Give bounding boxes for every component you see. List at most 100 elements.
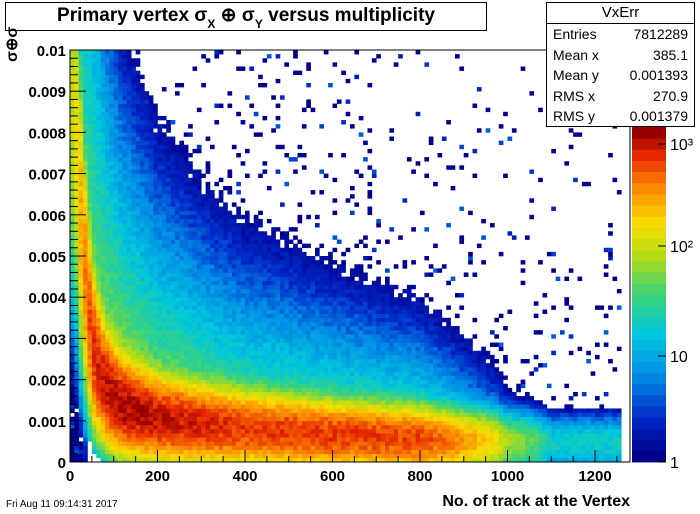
heatmap-cell xyxy=(126,297,132,302)
heatmap-cell xyxy=(74,359,80,364)
heatmap-cell xyxy=(118,412,123,417)
heatmap-cell xyxy=(210,264,215,269)
heatmap-cell xyxy=(218,424,224,430)
heatmap-cell xyxy=(218,317,224,323)
heatmap-cell xyxy=(113,50,119,55)
heatmap-cell xyxy=(113,70,119,76)
heatmap-cell xyxy=(188,429,193,434)
heatmap-cell xyxy=(74,284,80,290)
heatmap-cell xyxy=(113,144,119,150)
heatmap-cell xyxy=(271,243,276,249)
heatmap-cell xyxy=(210,346,215,352)
heatmap-cell xyxy=(91,268,97,273)
heatmap-cell xyxy=(236,412,241,417)
heatmap-cell xyxy=(122,301,128,306)
heatmap-cell xyxy=(328,288,333,294)
heatmap-cell xyxy=(297,309,303,314)
heatmap-cell xyxy=(83,103,88,108)
heatmap-cell xyxy=(319,400,325,405)
heatmap-cell xyxy=(240,198,246,203)
heatmap-cell xyxy=(148,214,154,220)
heatmap-cell xyxy=(70,305,75,310)
heatmap-cell xyxy=(87,157,93,162)
heatmap-cell xyxy=(175,268,180,273)
heatmap-cell xyxy=(336,346,342,352)
heatmap-cell xyxy=(218,437,224,442)
heatmap-cell xyxy=(258,359,263,364)
heatmap-cell xyxy=(363,400,368,405)
heatmap-cell xyxy=(148,280,154,286)
heatmap-cell xyxy=(109,268,115,273)
heatmap-cell xyxy=(91,62,97,67)
heatmap-cell xyxy=(170,313,176,319)
heatmap-cell xyxy=(83,239,88,244)
heatmap-cell xyxy=(105,280,110,286)
heatmap-cell xyxy=(301,371,307,376)
heatmap-cell xyxy=(144,326,150,331)
heatmap-cell xyxy=(192,185,198,191)
heatmap-cell xyxy=(113,214,119,220)
heatmap-cell xyxy=(157,214,163,220)
heatmap-cell xyxy=(170,206,176,211)
heatmap-cell xyxy=(218,276,224,282)
heatmap-cell xyxy=(218,367,224,372)
heatmap-cell xyxy=(210,227,215,232)
heatmap-cell xyxy=(227,441,233,446)
heatmap-cell xyxy=(306,445,311,450)
heatmap-cell xyxy=(231,420,237,426)
heatmap-cell xyxy=(83,107,88,113)
heatmap-cell xyxy=(96,206,101,211)
heatmap-cell xyxy=(153,103,158,108)
heatmap-cell xyxy=(74,115,80,121)
heatmap-cell xyxy=(183,334,189,339)
heatmap-cell xyxy=(144,181,150,187)
heatmap-cell xyxy=(306,309,311,314)
heatmap-cell xyxy=(297,363,303,368)
heatmap-cell xyxy=(323,330,329,335)
heatmap-cell xyxy=(105,210,110,216)
heatmap-cell xyxy=(166,453,171,459)
heatmap-cell xyxy=(135,256,141,261)
heatmap-cell xyxy=(275,309,281,314)
heatmap-cell xyxy=(83,363,88,368)
heatmap-cell xyxy=(201,297,206,302)
heatmap-cell xyxy=(91,400,97,405)
heatmap-cell xyxy=(315,276,320,282)
heatmap-cell xyxy=(297,441,303,446)
heatmap-cell xyxy=(148,99,154,104)
heatmap-cell xyxy=(78,218,84,224)
heatmap-cell xyxy=(245,272,250,277)
heatmap-cell xyxy=(87,367,93,372)
heatmap-cell xyxy=(196,445,202,450)
heatmap-cell xyxy=(157,387,163,393)
heatmap-cell xyxy=(196,371,202,376)
heatmap-cell xyxy=(148,313,154,319)
heatmap-cell xyxy=(118,173,123,179)
heatmap-cell xyxy=(83,367,88,372)
heatmap-cell xyxy=(148,433,154,438)
heatmap-cell xyxy=(161,359,167,364)
heatmap-cell xyxy=(122,177,128,183)
heatmap-cell xyxy=(258,243,263,249)
heatmap-cell xyxy=(153,251,158,257)
heatmap-cell xyxy=(166,424,171,430)
heatmap-cell xyxy=(144,383,150,389)
heatmap-cell xyxy=(70,165,75,170)
heatmap-cell xyxy=(350,457,355,463)
heatmap-cell xyxy=(161,165,167,170)
heatmap-cell xyxy=(74,74,80,80)
heatmap-cell xyxy=(161,243,167,249)
heatmap-cell xyxy=(144,136,150,141)
heatmap-cell xyxy=(78,293,84,298)
heatmap-cell xyxy=(218,416,224,422)
heatmap-cell xyxy=(319,453,325,459)
heatmap-cell xyxy=(179,445,185,450)
heatmap-cell xyxy=(201,424,206,430)
heatmap-cell xyxy=(100,181,106,187)
heatmap-cell xyxy=(275,297,281,302)
heatmap-cell xyxy=(105,293,110,298)
heatmap-cell xyxy=(83,165,88,170)
heatmap-cell xyxy=(74,144,80,150)
heatmap-cell xyxy=(87,280,93,286)
heatmap-cell xyxy=(363,321,368,327)
